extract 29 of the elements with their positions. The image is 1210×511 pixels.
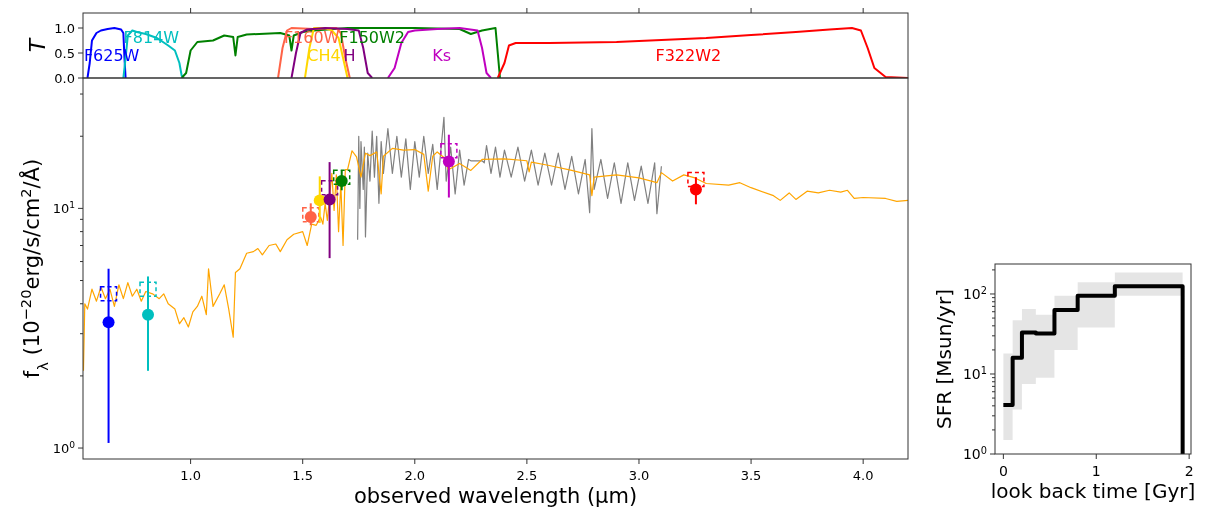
- x-tick-label: 2.0: [404, 468, 426, 483]
- x-tick-label: 2: [1184, 463, 1194, 479]
- series-label: F322W2: [655, 45, 722, 65]
- y-tick-label: 10$^{0}$: [962, 444, 987, 462]
- line-series: [180, 27, 501, 78]
- y-tick-label: 0.0: [54, 70, 75, 86]
- y-tick-label: 10$^{1}$: [52, 199, 75, 216]
- y-axis-title: T: [25, 37, 50, 53]
- x-tick-label: 0: [998, 463, 1008, 479]
- x-tick-label: 1.0: [180, 468, 201, 483]
- y-tick-label: 1.0: [54, 20, 75, 36]
- y-tick-label: 10$^{0}$: [52, 439, 76, 456]
- x-tick-label: 3.0: [628, 468, 650, 483]
- x-tick-label: 3.5: [740, 468, 762, 483]
- x-tick-label: 1.5: [292, 468, 314, 483]
- x-axis-title: look back time [Gyr]: [990, 479, 1196, 503]
- x-tick-label: 1: [1091, 463, 1101, 479]
- line-series: [357, 116, 662, 241]
- x-tick-label: 4.0: [852, 468, 874, 483]
- series-label: CH4: [307, 45, 341, 65]
- series-label: Ks: [432, 45, 452, 65]
- x-tick-label: 2.5: [516, 468, 538, 483]
- y-tick-label: 0.5: [54, 45, 75, 61]
- point: [313, 194, 326, 207]
- y-tick-label: 10$^{1}$: [962, 364, 987, 382]
- y-tick-label: 10$^{2}$: [962, 284, 987, 302]
- y-axis-title: SFR [Msun/yr]: [932, 289, 956, 429]
- series-label: H: [343, 45, 356, 65]
- x-axis-title: observed wavelength (μm): [353, 484, 638, 508]
